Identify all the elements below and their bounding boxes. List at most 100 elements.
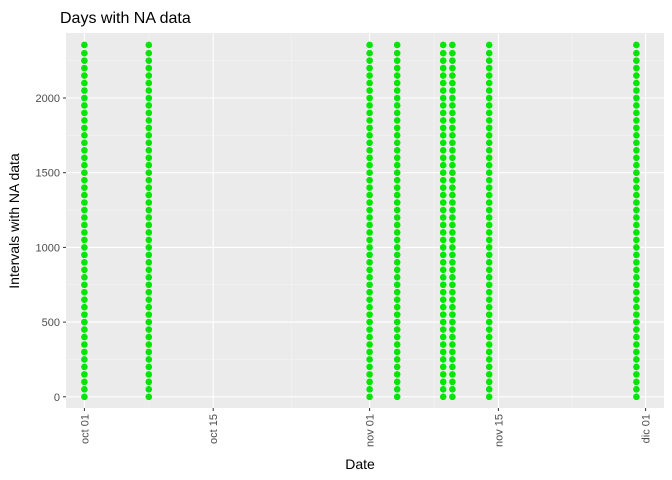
data-point — [485, 296, 493, 303]
data-point — [485, 371, 493, 378]
data-point — [81, 236, 88, 244]
data-point — [485, 363, 493, 371]
data-point — [393, 64, 401, 72]
data-point — [81, 386, 88, 393]
data-point — [485, 191, 493, 199]
data-point — [439, 109, 447, 117]
data-point — [366, 102, 373, 109]
data-point — [633, 102, 640, 109]
data-point — [449, 333, 456, 341]
data-point — [81, 281, 88, 289]
data-point — [439, 124, 447, 132]
data-point — [633, 146, 640, 154]
data-points — [81, 41, 640, 401]
data-point — [145, 41, 153, 49]
data-point — [393, 72, 401, 79]
data-point — [439, 146, 447, 154]
data-point — [145, 214, 153, 221]
data-point — [393, 87, 401, 94]
data-point — [485, 386, 493, 393]
data-point — [393, 281, 401, 289]
data-point — [449, 117, 456, 124]
data-point — [366, 214, 373, 221]
data-point — [449, 169, 456, 176]
y-axis-title: Intervals with NA data — [6, 153, 22, 289]
data-point — [145, 72, 153, 79]
data-point — [145, 259, 153, 266]
data-point — [485, 244, 493, 251]
data-point — [633, 49, 640, 57]
data-point — [439, 363, 447, 371]
data-point — [81, 64, 88, 72]
data-point — [485, 333, 493, 341]
data-point — [145, 229, 153, 236]
data-point — [393, 124, 401, 132]
data-point — [393, 49, 401, 57]
data-point — [366, 199, 373, 206]
data-point — [145, 102, 153, 109]
data-point — [485, 146, 493, 154]
data-point — [449, 266, 456, 274]
data-point — [633, 318, 640, 326]
data-point — [633, 124, 640, 132]
data-point — [366, 259, 373, 266]
data-point — [485, 206, 493, 214]
data-point — [449, 363, 456, 371]
data-point — [633, 386, 640, 393]
data-point — [485, 393, 493, 401]
data-point — [366, 378, 373, 386]
data-point — [366, 79, 373, 87]
data-point — [485, 139, 493, 147]
data-point — [485, 221, 493, 229]
data-point — [485, 117, 493, 124]
data-point — [81, 117, 88, 124]
data-point — [366, 356, 373, 363]
data-point — [449, 273, 456, 281]
data-point — [439, 326, 447, 333]
data-point — [81, 333, 88, 341]
y-tick-label: 500 — [42, 317, 60, 329]
x-axis-title: Date — [345, 456, 375, 472]
data-point — [449, 72, 456, 79]
data-point — [81, 146, 88, 154]
data-point — [393, 184, 401, 191]
data-point — [145, 348, 153, 356]
data-point — [439, 154, 447, 162]
data-point — [485, 102, 493, 109]
data-point — [633, 393, 640, 401]
data-point — [449, 191, 456, 199]
x-tick-label: oct 01 — [79, 414, 91, 444]
data-point — [633, 64, 640, 72]
data-point — [439, 161, 447, 169]
data-point — [449, 341, 456, 348]
data-point — [633, 109, 640, 117]
data-point — [366, 221, 373, 229]
data-point — [439, 259, 447, 266]
data-point — [81, 206, 88, 214]
data-point — [393, 296, 401, 303]
data-point — [366, 87, 373, 94]
data-point — [393, 229, 401, 236]
data-point — [439, 64, 447, 72]
data-point — [633, 281, 640, 289]
data-point — [439, 206, 447, 214]
data-point — [439, 236, 447, 244]
data-point — [366, 333, 373, 341]
data-point — [366, 176, 373, 184]
data-point — [439, 79, 447, 87]
data-point — [393, 41, 401, 49]
data-point — [145, 236, 153, 244]
data-point — [485, 124, 493, 132]
data-point — [449, 184, 456, 191]
data-point — [366, 161, 373, 169]
data-point — [81, 288, 88, 296]
data-point — [145, 311, 153, 318]
data-point — [366, 64, 373, 72]
data-point — [393, 161, 401, 169]
data-point — [366, 318, 373, 326]
data-point — [81, 244, 88, 251]
data-point — [81, 326, 88, 333]
data-point — [449, 348, 456, 356]
data-point — [393, 94, 401, 102]
